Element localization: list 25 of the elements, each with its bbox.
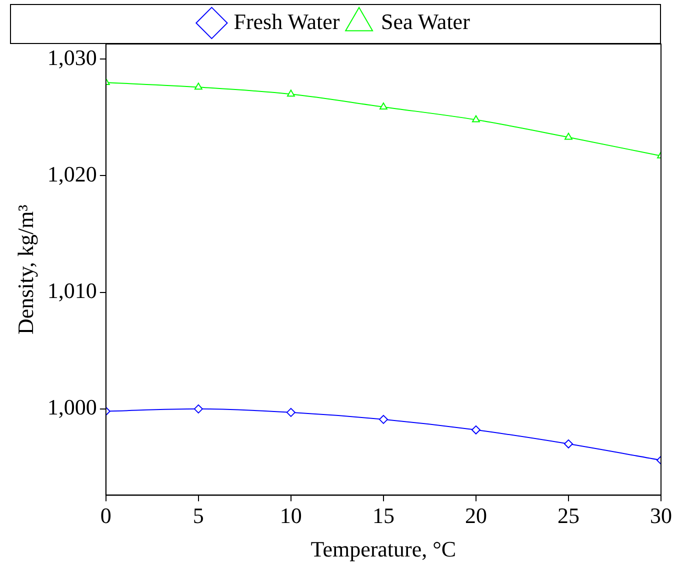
y-tick-label: 1,030 [47, 44, 97, 70]
point [194, 404, 203, 414]
point [379, 102, 388, 110]
point [472, 115, 480, 122]
legend-label: Sea Water [381, 8, 471, 34]
y-tick-label: 1,000 [47, 394, 97, 420]
x-tick-label: 0 [100, 503, 112, 528]
point [471, 425, 480, 434]
x-axis-title: Temperature, °C [310, 536, 456, 562]
x-tick-label: 25 [557, 503, 580, 528]
point [564, 439, 573, 448]
legend-label: Fresh Water [234, 8, 340, 34]
point [564, 132, 572, 140]
x-tick-label: 15 [372, 503, 394, 528]
point [378, 414, 388, 424]
point [286, 408, 296, 417]
y-tick-label: 1,010 [47, 278, 97, 304]
y-tick-label: 1,020 [47, 162, 97, 187]
x-tick-label: 20 [464, 503, 487, 528]
x-tick-label: 30 [650, 503, 672, 528]
point [286, 90, 295, 97]
point [194, 82, 202, 90]
x-tick-label: 5 [192, 503, 204, 528]
y-axis-title: Density, kg/m³ [12, 204, 38, 335]
x-tick-label: 10 [280, 503, 302, 528]
